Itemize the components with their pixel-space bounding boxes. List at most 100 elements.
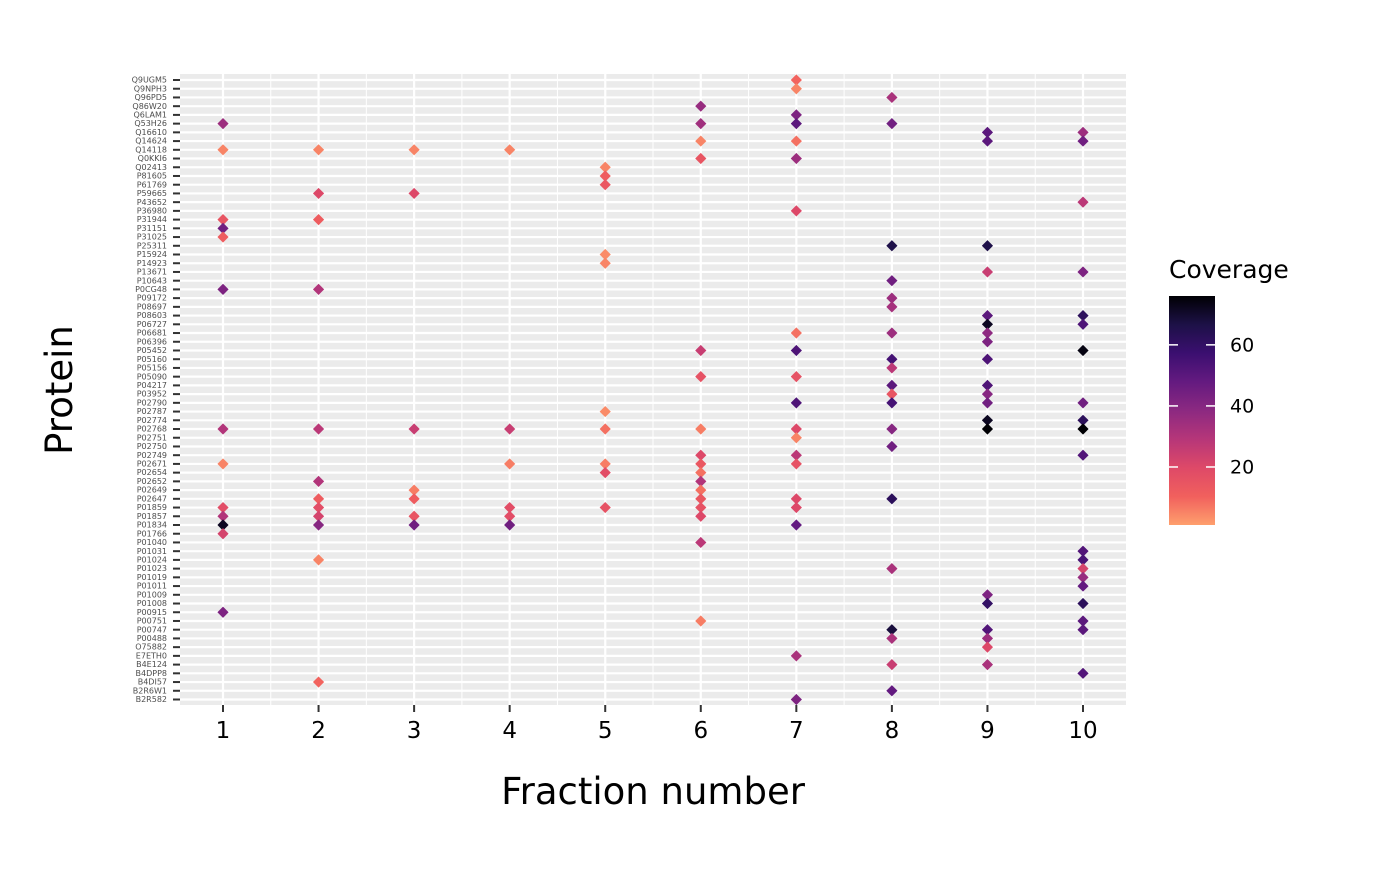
- data-point: [790, 152, 802, 165]
- data-point: [408, 493, 420, 505]
- y-tick-label: P36980: [137, 206, 167, 215]
- data-point: [217, 528, 229, 540]
- data-point: [1077, 667, 1089, 679]
- data-point: [695, 344, 707, 357]
- y-tick-label: P05452: [137, 346, 167, 355]
- data-point: [217, 283, 229, 296]
- y-tick-label: Q96PD5: [134, 93, 167, 102]
- data-point: [981, 318, 994, 330]
- y-tick-label: P43652: [137, 198, 167, 207]
- y-tick-label: P13671: [137, 268, 167, 277]
- y-tick-label: P03952: [137, 390, 167, 399]
- y-axis-title: Protein: [38, 325, 81, 455]
- data-point: [217, 118, 229, 130]
- data-point: [695, 475, 707, 487]
- data-point: [886, 632, 898, 645]
- data-point: [790, 397, 802, 409]
- data-point: [312, 475, 325, 487]
- y-tick-label: P01859: [137, 503, 167, 512]
- y-tick-label: B2R6W1: [133, 686, 167, 695]
- legend-title: Coverage: [1169, 255, 1289, 284]
- data-point: [790, 109, 802, 121]
- x-tick-label: 9: [980, 718, 995, 744]
- data-point: [981, 641, 994, 653]
- y-tick-label: Q14118: [135, 145, 167, 154]
- data-point: [599, 179, 611, 191]
- data-point: [695, 536, 707, 549]
- data-point: [695, 135, 707, 147]
- data-point: [695, 501, 707, 514]
- data-point: [312, 283, 325, 296]
- data-point: [217, 231, 229, 243]
- data-point: [981, 336, 994, 348]
- x-tick-label: 2: [311, 718, 326, 744]
- data-point: [886, 327, 898, 339]
- data-point: [886, 118, 898, 130]
- data-point: [886, 493, 898, 505]
- data-point: [695, 423, 707, 435]
- y-tick-label: P15924: [137, 250, 167, 259]
- data-point: [504, 519, 516, 531]
- data-point: [312, 501, 325, 514]
- y-tick-label: P02768: [137, 425, 167, 434]
- data-point: [981, 126, 994, 138]
- data-point: [981, 327, 994, 339]
- data-point: [217, 458, 229, 470]
- data-point: [408, 510, 420, 522]
- y-tick-label: Q16610: [135, 128, 167, 137]
- y-tick-label: P02749: [137, 451, 167, 460]
- x-tick-label: 4: [502, 718, 517, 744]
- data-point: [790, 344, 802, 357]
- data-point: [1077, 309, 1089, 322]
- data-point: [981, 353, 994, 365]
- data-point: [504, 501, 516, 514]
- data-point: [695, 467, 707, 479]
- data-point: [886, 379, 898, 391]
- data-point: [1077, 318, 1089, 330]
- x-tick-label: 6: [693, 718, 708, 744]
- y-tick-label: P81605: [137, 172, 167, 181]
- y-tick-label: P02671: [137, 460, 167, 469]
- y-tick-label: P06681: [137, 329, 167, 338]
- data-point: [886, 658, 898, 671]
- x-axis-title: Fraction number: [501, 770, 806, 813]
- y-tick-label: Q0KKI6: [138, 154, 167, 163]
- y-tick-label: O75882: [135, 643, 167, 652]
- y-tick-label: P02652: [137, 477, 167, 486]
- data-point: [312, 676, 325, 688]
- data-point: [599, 170, 611, 182]
- data-point: [886, 563, 898, 575]
- y-tick-label: P01031: [137, 547, 167, 556]
- data-point: [312, 144, 325, 156]
- data-point: [886, 240, 898, 252]
- y-tick-label: P06727: [137, 320, 167, 329]
- data-point: [217, 144, 229, 156]
- data-point: [790, 371, 802, 383]
- data-point: [886, 301, 898, 313]
- data-point: [981, 309, 994, 322]
- y-tick-label: P09172: [137, 294, 167, 303]
- data-point: [217, 214, 229, 226]
- data-point: [790, 432, 802, 444]
- data-point: [981, 597, 994, 610]
- data-point: [981, 658, 994, 671]
- data-point: [1077, 135, 1089, 147]
- data-point: [1077, 571, 1089, 583]
- data-point: [1077, 449, 1089, 461]
- data-point: [408, 484, 420, 496]
- data-point: [981, 240, 994, 252]
- data-point: [790, 74, 802, 86]
- y-tick-label: P14923: [137, 259, 167, 268]
- data-point: [790, 205, 802, 217]
- data-point: [695, 510, 707, 522]
- data-point: [312, 214, 325, 226]
- x-tick-label: 7: [789, 718, 804, 744]
- y-tick-label: E7ETH0: [136, 651, 167, 660]
- data-point: [695, 615, 707, 627]
- y-tick-label: P0CG48: [135, 285, 167, 294]
- y-tick-label: B4DPP8: [136, 669, 167, 678]
- legend-tick-label: 60: [1230, 334, 1254, 356]
- y-tick-label: P01040: [137, 538, 167, 547]
- data-point: [790, 83, 802, 95]
- data-point: [599, 458, 611, 470]
